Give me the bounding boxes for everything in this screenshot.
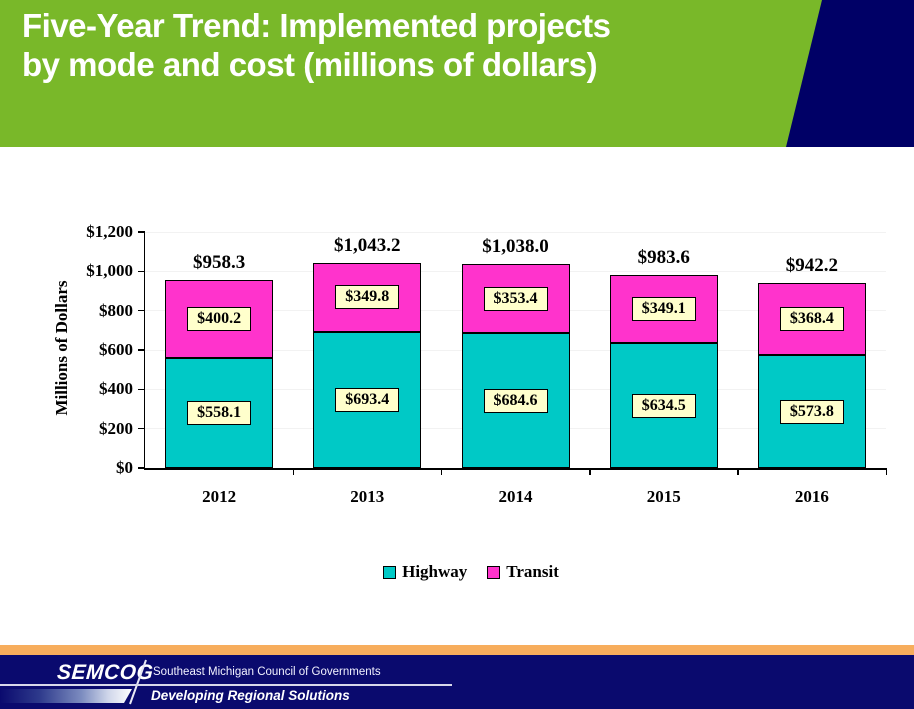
slide-title: Five-Year Trend: Implemented projects by… xyxy=(22,6,812,84)
y-tick-label: $600 xyxy=(99,340,133,359)
transit-value-label: $400.2 xyxy=(187,306,252,331)
slide-title-line1: Five-Year Trend: Implemented projects xyxy=(22,7,611,44)
y-tick-label: $1,200 xyxy=(86,222,133,241)
slide-header: Five-Year Trend: Implemented projects by… xyxy=(0,0,914,147)
transit-value-label: $349.1 xyxy=(631,296,696,321)
legend-swatch-highway xyxy=(383,565,397,579)
y-tick xyxy=(138,427,145,430)
y-tick xyxy=(138,309,145,312)
footer-tagline: Developing Regional Solutions xyxy=(151,688,350,703)
transit-value-label: $353.4 xyxy=(483,286,548,311)
transit-value-label: $349.8 xyxy=(335,285,400,310)
x-tick xyxy=(440,468,443,475)
gradient-bar xyxy=(0,689,132,703)
y-tick-label: $800 xyxy=(99,300,133,320)
footer-rule xyxy=(0,684,452,686)
x-tick xyxy=(737,468,739,475)
x-tick xyxy=(885,468,887,475)
legend-swatch-transit xyxy=(487,565,501,579)
legend-item-transit: Transit xyxy=(487,562,559,582)
category-label: 2015 xyxy=(646,487,681,506)
highway-value-label: $573.8 xyxy=(779,399,844,424)
legend-item-highway: Highway xyxy=(383,562,467,582)
y-tick xyxy=(138,467,145,469)
x-tick xyxy=(589,468,591,475)
slide-title-line2: by mode and cost (millions of dollars) xyxy=(22,46,598,83)
total-label: $1,043.2 xyxy=(334,234,401,256)
category-label: 2012 xyxy=(202,487,237,506)
y-tick-label: $400 xyxy=(99,379,133,399)
y-tick xyxy=(138,349,145,351)
total-label: $983.6 xyxy=(637,246,690,268)
y-tick xyxy=(138,388,145,391)
slide-footer: SEMCOG Southeast Michigan Council of Gov… xyxy=(0,655,914,709)
chart-legend: Highway Transit xyxy=(14,560,914,584)
total-label: $1,038.0 xyxy=(482,235,549,257)
gridline xyxy=(145,231,886,233)
category-label: 2014 xyxy=(498,487,533,506)
y-tick xyxy=(138,231,145,233)
category-label: 2016 xyxy=(794,487,829,506)
y-tick xyxy=(138,270,145,273)
orange-stripe xyxy=(0,645,914,655)
y-axis-line xyxy=(143,232,145,468)
legend-label: Highway xyxy=(402,562,468,581)
y-tick-label: $1,000 xyxy=(86,261,133,281)
y-tick-label: $0 xyxy=(116,458,133,477)
x-axis-line xyxy=(143,468,886,470)
y-tick-label: $200 xyxy=(99,418,133,438)
highway-value-label: $558.1 xyxy=(187,401,252,426)
legend-label: Transit xyxy=(506,562,559,581)
highway-value-label: $693.4 xyxy=(335,387,400,412)
transit-value-label: $368.4 xyxy=(779,306,844,331)
category-label: 2013 xyxy=(350,487,385,506)
highway-value-label: $684.6 xyxy=(483,388,548,413)
semcog-logo: SEMCOG xyxy=(56,661,155,684)
org-name: Southeast Michigan Council of Government… xyxy=(153,666,381,678)
x-tick xyxy=(292,468,295,475)
highway-value-label: $634.5 xyxy=(631,393,696,418)
total-label: $958.3 xyxy=(192,251,246,273)
total-label: $942.2 xyxy=(785,254,839,276)
